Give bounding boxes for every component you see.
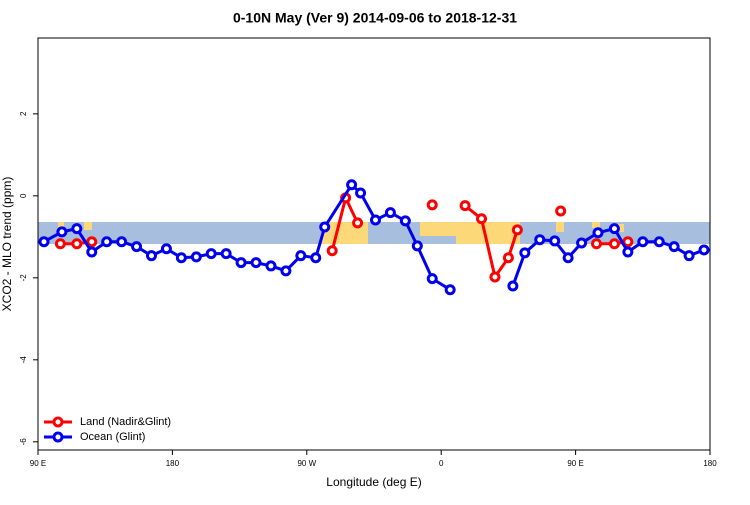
point xyxy=(489,271,501,283)
legend-marker xyxy=(52,431,64,443)
point xyxy=(399,215,411,227)
point xyxy=(369,214,381,226)
x-tick-label: 90 E xyxy=(30,459,46,468)
point xyxy=(511,224,523,236)
point xyxy=(608,238,620,250)
point xyxy=(319,221,331,233)
point xyxy=(622,246,634,258)
ocean-band xyxy=(420,236,456,244)
point xyxy=(591,238,603,250)
point xyxy=(326,245,338,257)
point xyxy=(683,250,695,262)
x-tick-label: 90 W xyxy=(297,459,316,468)
point xyxy=(205,248,217,260)
point xyxy=(384,207,396,219)
point xyxy=(54,238,66,250)
x-axis-label: Longitude (deg E) xyxy=(326,475,421,489)
point xyxy=(160,243,172,255)
y-tick-label: -2 xyxy=(19,274,28,282)
x-tick-label: 90 E xyxy=(567,459,583,468)
y-tick-label: 0 xyxy=(19,193,28,198)
point xyxy=(476,213,488,225)
point xyxy=(71,238,83,250)
x-tick-label: 0 xyxy=(439,459,444,468)
point xyxy=(459,200,471,212)
point xyxy=(653,236,665,248)
point xyxy=(426,273,438,285)
point xyxy=(86,236,98,248)
point xyxy=(280,265,292,277)
point xyxy=(346,179,358,191)
point xyxy=(592,227,604,239)
x-tick-label: 180 xyxy=(703,459,717,468)
legend-label: Land (Nadir&Glint) xyxy=(80,416,171,428)
point xyxy=(56,226,68,238)
point xyxy=(175,252,187,264)
point xyxy=(265,260,277,272)
land-band xyxy=(592,222,600,228)
point xyxy=(576,237,588,249)
point xyxy=(71,223,83,235)
point xyxy=(426,199,438,211)
point xyxy=(622,236,634,248)
point xyxy=(507,280,519,292)
point xyxy=(411,240,423,252)
point xyxy=(519,247,531,259)
point xyxy=(145,250,157,262)
land-band xyxy=(84,222,92,230)
point xyxy=(190,251,202,263)
point xyxy=(250,257,262,269)
land-band xyxy=(58,222,64,228)
y-tick-label: -6 xyxy=(19,438,28,446)
point xyxy=(295,250,307,262)
legend-label: Ocean (Glint) xyxy=(80,431,145,443)
y-axis-label: XCO2 - MLO trend (ppm) xyxy=(0,177,14,312)
x-tick-label: 180 xyxy=(166,459,180,468)
point xyxy=(608,223,620,235)
point xyxy=(668,241,680,253)
point xyxy=(131,241,143,253)
y-tick-label: -4 xyxy=(19,356,28,364)
point xyxy=(355,187,367,199)
point xyxy=(38,236,50,248)
point xyxy=(116,236,128,248)
point xyxy=(352,217,364,229)
point xyxy=(235,257,247,269)
point xyxy=(86,246,98,258)
point xyxy=(444,284,456,296)
land-band xyxy=(556,222,564,232)
point xyxy=(549,235,561,247)
point xyxy=(310,252,322,264)
point xyxy=(101,236,113,248)
y-tick-label: 2 xyxy=(19,111,28,116)
point xyxy=(698,244,710,256)
point xyxy=(555,205,567,217)
point xyxy=(637,236,649,248)
point xyxy=(534,234,546,246)
plot-frame xyxy=(37,37,711,451)
point xyxy=(562,252,574,264)
chart-title: 0-10N May (Ver 9) 2014-09-06 to 2018-12-… xyxy=(233,10,517,26)
legend-marker xyxy=(52,416,64,428)
point xyxy=(220,248,232,260)
point xyxy=(502,252,514,264)
land-band xyxy=(616,224,624,232)
